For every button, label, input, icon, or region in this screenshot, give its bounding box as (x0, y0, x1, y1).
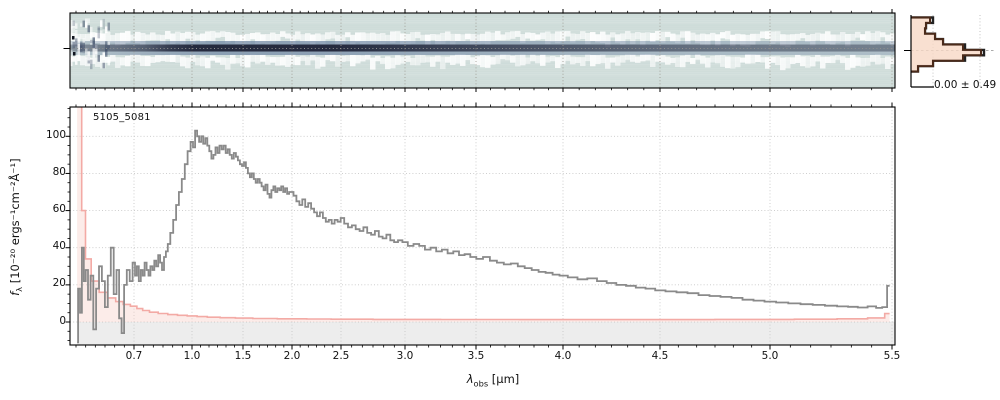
main-spectrum-panel (65, 102, 896, 350)
flux-symbol: f (7, 291, 22, 296)
y-tick-label: 80 (52, 165, 66, 178)
x-tick-label: 5.0 (761, 350, 779, 362)
histogram-stats-label: 0.00 ± 0.49 (934, 79, 997, 91)
x-axis-label: λobs [μm] (433, 372, 553, 388)
target-id-label: 5105_5081 (93, 112, 151, 123)
x-tick-label: 2.0 (283, 350, 301, 362)
y-axis-units: [10⁻²⁰ ergs⁻¹cm⁻²Å⁻¹] (7, 158, 22, 287)
y-axis-label: fλ [10⁻²⁰ ergs⁻¹cm⁻²Å⁻¹] (8, 122, 24, 332)
x-tick-label: 3.5 (467, 350, 485, 362)
y-tick-label: 40 (52, 240, 66, 253)
x-tick-label: 1.0 (183, 350, 201, 362)
y-tick-label: 100 (45, 128, 66, 141)
y-axis-sub: λ (14, 286, 25, 292)
x-tick-label: 0.7 (125, 350, 143, 362)
residual-histogram (904, 15, 996, 88)
lambda-symbol: λ (466, 372, 474, 386)
x-tick-label: 1.5 (234, 350, 252, 362)
x-axis-sub: obs (473, 378, 489, 389)
x-tick-label: 4.0 (554, 350, 572, 362)
x-axis-units: [μm] (488, 372, 520, 386)
x-tick-label: 3.0 (396, 350, 414, 362)
x-tick-label: 5.5 (883, 350, 901, 362)
y-tick-label: 60 (52, 203, 66, 216)
spectrum-2d-panel (63, 9, 896, 92)
x-tick-label: 4.5 (651, 350, 669, 362)
y-tick-label: 0 (59, 314, 66, 327)
y-tick-label: 20 (52, 277, 66, 290)
x-tick-label: 2.5 (332, 350, 350, 362)
